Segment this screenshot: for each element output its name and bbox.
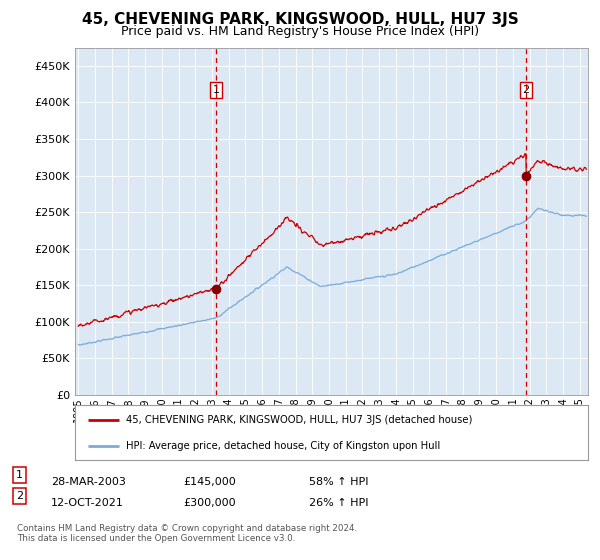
Text: £300,000: £300,000 bbox=[183, 498, 236, 508]
Text: 1: 1 bbox=[212, 85, 220, 95]
Text: 12-OCT-2021: 12-OCT-2021 bbox=[51, 498, 124, 508]
Text: 2: 2 bbox=[16, 491, 23, 501]
Text: 2: 2 bbox=[523, 85, 530, 95]
Text: HPI: Average price, detached house, City of Kingston upon Hull: HPI: Average price, detached house, City… bbox=[127, 441, 440, 450]
Text: Contains HM Land Registry data © Crown copyright and database right 2024.
This d: Contains HM Land Registry data © Crown c… bbox=[17, 524, 357, 543]
Text: £145,000: £145,000 bbox=[183, 477, 236, 487]
Text: 1: 1 bbox=[16, 470, 23, 480]
Text: 26% ↑ HPI: 26% ↑ HPI bbox=[309, 498, 368, 508]
Text: Price paid vs. HM Land Registry's House Price Index (HPI): Price paid vs. HM Land Registry's House … bbox=[121, 25, 479, 38]
Text: 58% ↑ HPI: 58% ↑ HPI bbox=[309, 477, 368, 487]
Text: 45, CHEVENING PARK, KINGSWOOD, HULL, HU7 3JS: 45, CHEVENING PARK, KINGSWOOD, HULL, HU7… bbox=[82, 12, 518, 27]
Text: 28-MAR-2003: 28-MAR-2003 bbox=[51, 477, 126, 487]
Text: 45, CHEVENING PARK, KINGSWOOD, HULL, HU7 3JS (detached house): 45, CHEVENING PARK, KINGSWOOD, HULL, HU7… bbox=[127, 416, 473, 425]
